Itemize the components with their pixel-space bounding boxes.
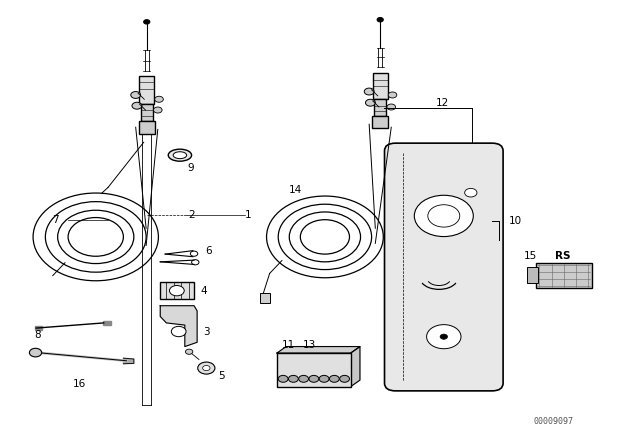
- Text: 6: 6: [205, 246, 211, 256]
- Text: 1: 1: [245, 211, 252, 220]
- Polygon shape: [102, 321, 111, 325]
- Text: 12: 12: [436, 98, 449, 108]
- Circle shape: [154, 107, 162, 113]
- Text: 16: 16: [72, 379, 86, 389]
- Ellipse shape: [168, 149, 191, 161]
- Text: 13: 13: [303, 340, 316, 350]
- Polygon shape: [351, 347, 360, 387]
- Polygon shape: [160, 306, 197, 347]
- Text: 9: 9: [188, 163, 195, 173]
- Circle shape: [319, 375, 329, 382]
- Circle shape: [172, 326, 186, 337]
- Text: 4: 4: [200, 286, 207, 296]
- Bar: [141, 103, 153, 121]
- Text: 15: 15: [524, 251, 537, 261]
- Bar: [160, 282, 194, 299]
- Circle shape: [143, 20, 150, 24]
- Circle shape: [278, 375, 288, 382]
- Text: 11: 11: [282, 340, 295, 350]
- Circle shape: [186, 349, 193, 354]
- FancyBboxPatch shape: [385, 143, 503, 391]
- Polygon shape: [277, 347, 360, 353]
- Circle shape: [170, 285, 184, 296]
- Polygon shape: [35, 326, 42, 330]
- Circle shape: [428, 205, 460, 227]
- Circle shape: [198, 362, 215, 374]
- Text: 2: 2: [188, 211, 195, 220]
- Circle shape: [377, 17, 383, 22]
- Circle shape: [427, 325, 461, 349]
- Bar: [373, 73, 388, 99]
- Bar: [372, 116, 388, 128]
- Circle shape: [414, 195, 474, 237]
- Ellipse shape: [173, 152, 187, 159]
- Text: 10: 10: [509, 215, 522, 225]
- Circle shape: [155, 96, 163, 102]
- Text: 8: 8: [34, 330, 41, 340]
- Circle shape: [132, 102, 142, 109]
- Bar: [260, 293, 270, 303]
- Circle shape: [340, 375, 349, 382]
- Bar: [139, 121, 155, 134]
- Text: 14: 14: [289, 185, 302, 194]
- Circle shape: [203, 366, 210, 370]
- Circle shape: [29, 348, 42, 357]
- Circle shape: [365, 99, 375, 106]
- Circle shape: [465, 189, 477, 197]
- Bar: [527, 267, 538, 283]
- Text: 5: 5: [218, 371, 225, 381]
- Circle shape: [388, 92, 397, 98]
- Bar: [374, 99, 387, 116]
- Circle shape: [309, 375, 319, 382]
- Bar: [536, 263, 591, 288]
- Circle shape: [330, 375, 339, 382]
- Text: RS: RS: [555, 251, 570, 261]
- Circle shape: [289, 375, 298, 382]
- Text: 7: 7: [52, 215, 59, 225]
- Circle shape: [387, 104, 396, 110]
- Bar: [140, 76, 154, 103]
- Text: 3: 3: [203, 327, 210, 336]
- Text: 00009097: 00009097: [534, 418, 573, 426]
- Circle shape: [440, 334, 447, 339]
- Circle shape: [131, 91, 141, 99]
- Bar: [277, 353, 351, 387]
- Polygon shape: [124, 358, 134, 364]
- Circle shape: [364, 88, 374, 95]
- Circle shape: [299, 375, 308, 382]
